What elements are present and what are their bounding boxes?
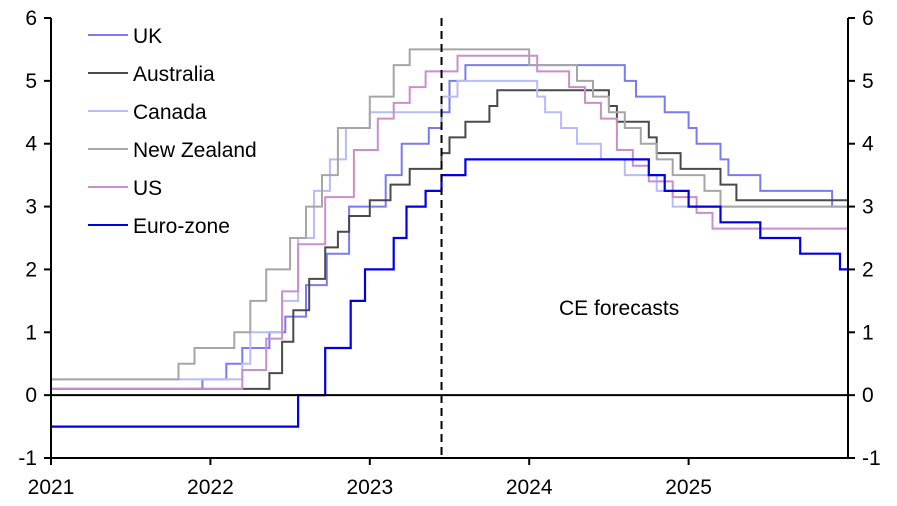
legend-label: UK [133,25,162,48]
series-line-australia [51,89,848,390]
x-tick-label: 2024 [506,476,553,499]
y-tick-label-right: 0 [862,384,874,407]
y-tick-label-left: 0 [25,384,37,407]
y-tick-label-right: 4 [862,133,874,156]
series-line-us [51,54,848,390]
legend-label: New Zealand [133,139,257,162]
y-tick-label-left: 5 [25,70,37,93]
x-tick-label: 2023 [346,476,393,499]
x-tick-label: 2022 [187,476,234,499]
y-tick-label-right: -1 [862,447,881,470]
y-tick-label-right: 1 [862,321,874,344]
y-tick-label-left: 3 [25,196,37,219]
y-tick-label-right: 6 [862,7,874,30]
y-tick-label-left: 2 [25,258,37,281]
series-line-uk [51,64,848,390]
y-tick-label-left: 1 [25,321,37,344]
series-line-euro-zone [51,158,848,428]
y-tick-label-right: 5 [862,70,874,93]
y-tick-label-left: 6 [25,7,37,30]
y-tick-label-right: 3 [862,196,874,219]
series-layer [51,48,848,428]
series-line-new-zealand [51,48,848,381]
y-tick-label-right: 2 [862,258,874,281]
legend-label: US [133,177,162,200]
y-tick-label-left: -1 [18,447,37,470]
annotation-ce-forecasts: CE forecasts [559,297,679,320]
legend-label: Australia [133,63,215,86]
axes-layer: 6 5 4 3 2 1 0 -1 6 5 4 3 2 1 0 -1 2021 2022 2023 2024 2025 [18,7,880,499]
x-tick-label: 2021 [28,476,75,499]
x-tick-label: 2025 [665,476,712,499]
legend-label: Euro-zone [133,215,230,238]
legend: UK Australia Canada New Zealand US Euro-zone [88,25,257,238]
legend-label: Canada [133,101,207,124]
y-tick-label-left: 4 [25,133,37,156]
